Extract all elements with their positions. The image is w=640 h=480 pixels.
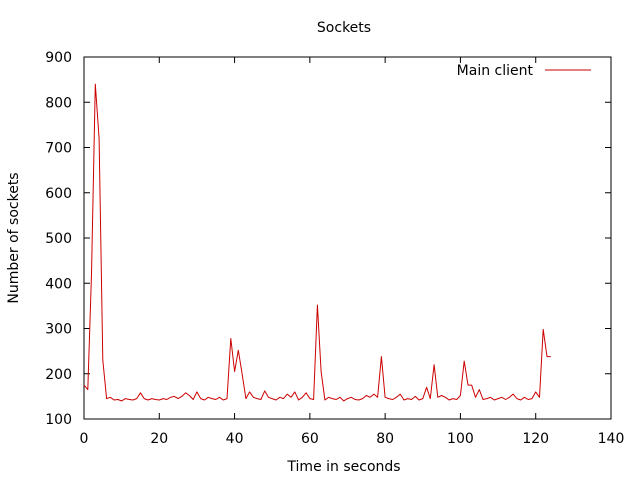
legend-label-main-client: Main client [457,63,534,79]
y-tick-label: 700 [45,141,72,157]
y-tick-label: 200 [45,367,72,383]
y-tick-label: 300 [45,322,72,338]
y-tick-label: 600 [45,186,72,202]
series-layer [83,83,551,402]
series-line-main-client [83,83,551,402]
y-tick-label: 500 [45,231,72,247]
y-axis: 100 200 300 400 500 600 700 800 900 [45,50,611,428]
x-tick-label: 60 [301,431,319,447]
x-tick-label: 40 [226,431,244,447]
x-tick-label: 80 [376,431,394,447]
x-axis-label: Time in seconds [286,459,400,475]
y-axis-label: Number of sockets [6,172,22,303]
plot-frame [83,56,612,420]
y-tick-label: 900 [45,50,72,66]
x-tick-label: 0 [80,431,89,447]
y-tick-label: 400 [45,276,72,292]
y-tick-label: 800 [45,95,72,111]
legend: Main client [457,63,591,79]
chart-title: Sockets [317,20,371,36]
x-axis: 0 20 40 60 80 100 120 140 [80,57,625,447]
x-tick-label: 140 [598,431,625,447]
x-tick-label: 20 [150,431,168,447]
x-tick-label: 120 [522,431,549,447]
x-tick-label: 100 [447,431,474,447]
y-tick-label: 100 [45,412,72,428]
